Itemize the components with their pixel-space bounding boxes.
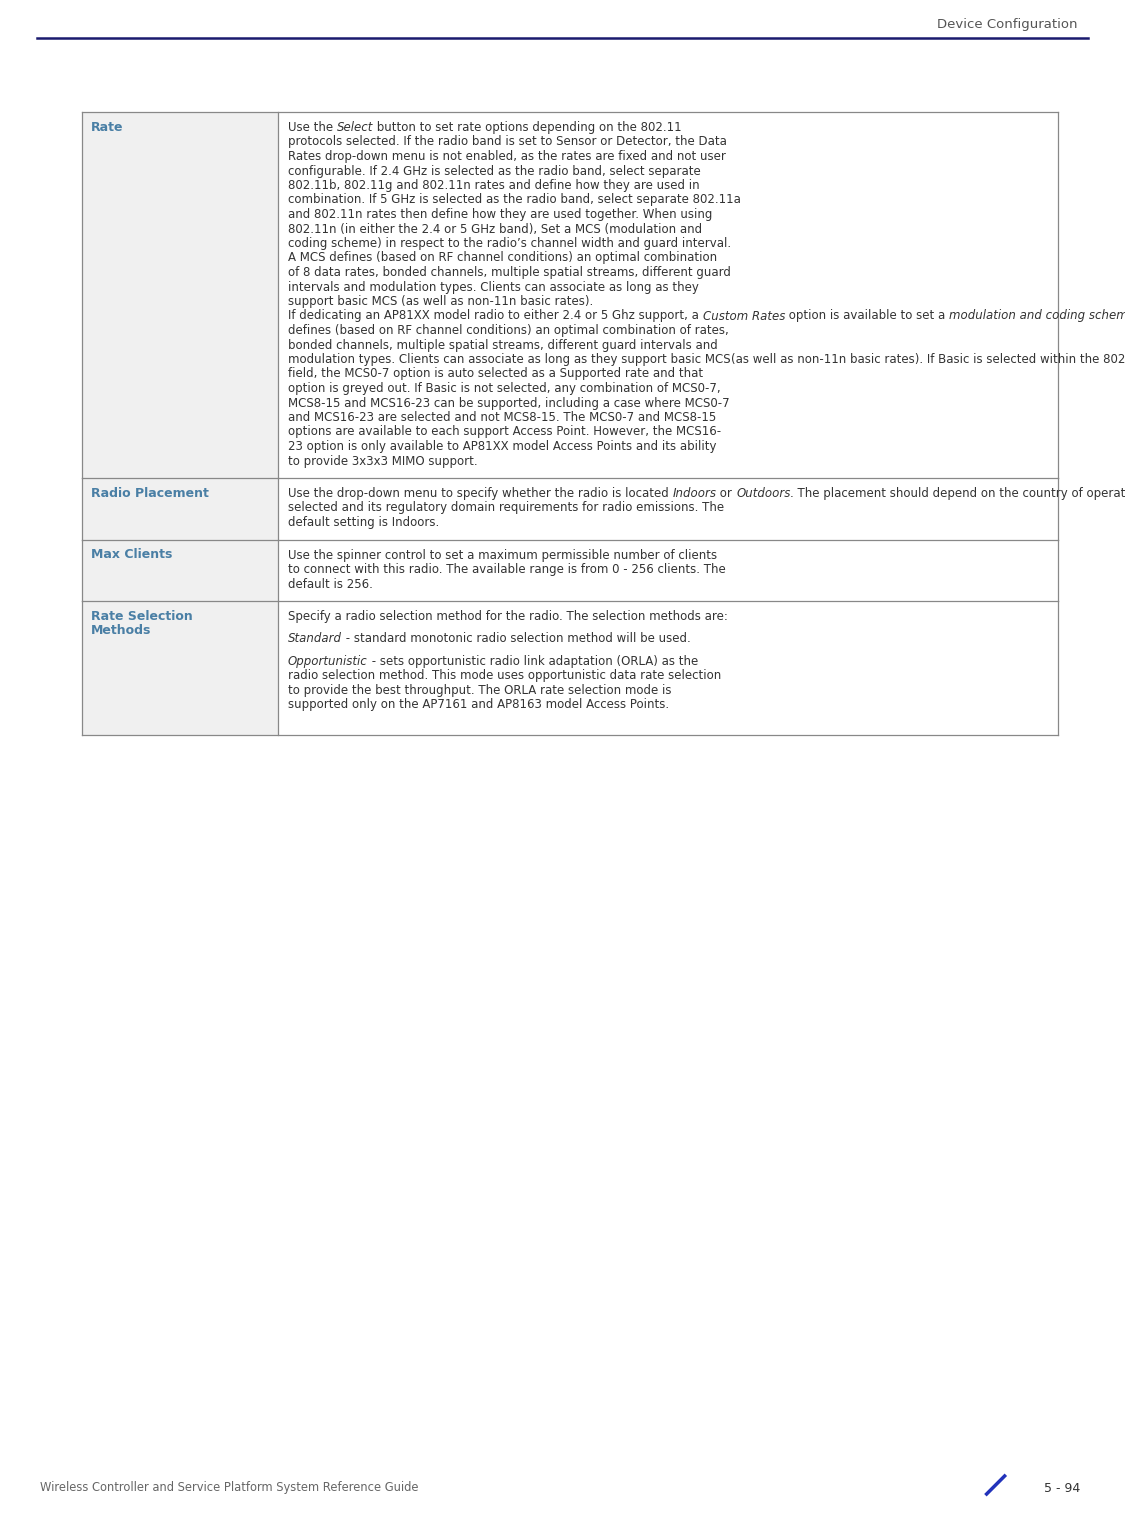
Text: or: or bbox=[717, 487, 736, 499]
Text: Custom Rates: Custom Rates bbox=[703, 310, 785, 322]
Text: intervals and modulation types. Clients can associate as long as they: intervals and modulation types. Clients … bbox=[288, 281, 699, 293]
Text: 23 option is only available to AP81XX model Access Points and its ability: 23 option is only available to AP81XX mo… bbox=[288, 440, 717, 452]
Text: button to set rate options depending on the 802.11: button to set rate options depending on … bbox=[374, 121, 682, 134]
Text: coding scheme) in respect to the radio’s channel width and guard interval.: coding scheme) in respect to the radio’s… bbox=[288, 237, 731, 250]
Text: Opportunistic: Opportunistic bbox=[288, 654, 368, 668]
Text: Indoors: Indoors bbox=[673, 487, 717, 499]
Text: Specify a radio selection method for the radio. The selection methods are:: Specify a radio selection method for the… bbox=[288, 610, 728, 622]
Bar bbox=[278, 601, 1058, 735]
Bar bbox=[278, 539, 1058, 601]
Text: Device Configuration: Device Configuration bbox=[937, 18, 1078, 30]
Text: supported only on the AP7161 and AP8163 model Access Points.: supported only on the AP7161 and AP8163 … bbox=[288, 698, 669, 712]
Text: MCS8-15 and MCS16-23 can be supported, including a case where MCS0-7: MCS8-15 and MCS16-23 can be supported, i… bbox=[288, 396, 730, 410]
Text: 5 - 94: 5 - 94 bbox=[1044, 1482, 1080, 1495]
Text: and 802.11n rates then define how they are used together. When using: and 802.11n rates then define how they a… bbox=[288, 208, 712, 222]
Text: Max Clients: Max Clients bbox=[91, 548, 172, 562]
Text: 802.11b, 802.11g and 802.11n rates and define how they are used in: 802.11b, 802.11g and 802.11n rates and d… bbox=[288, 179, 700, 191]
Bar bbox=[82, 601, 278, 735]
Text: field, the MCS0-7 option is auto selected as a Supported rate and that: field, the MCS0-7 option is auto selecte… bbox=[288, 367, 703, 381]
Text: Use the: Use the bbox=[288, 121, 336, 134]
Text: modulation and coding scheme: modulation and coding scheme bbox=[950, 310, 1125, 322]
Text: radio selection method. This mode uses opportunistic data rate selection: radio selection method. This mode uses o… bbox=[288, 669, 721, 683]
Text: to provide the best throughput. The ORLA rate selection mode is: to provide the best throughput. The ORLA… bbox=[288, 685, 672, 697]
Text: Rate: Rate bbox=[91, 121, 124, 134]
Text: Use the drop-down menu to specify whether the radio is located: Use the drop-down menu to specify whethe… bbox=[288, 487, 673, 499]
Text: protocols selected. If the radio band is set to Sensor or Detector, the Data: protocols selected. If the radio band is… bbox=[288, 135, 727, 149]
Text: to provide 3x3x3 MIMO support.: to provide 3x3x3 MIMO support. bbox=[288, 454, 478, 468]
Bar bbox=[82, 478, 278, 539]
Text: Rate Selection: Rate Selection bbox=[91, 610, 192, 622]
Text: default setting is Indoors.: default setting is Indoors. bbox=[288, 516, 439, 528]
Text: Wireless Controller and Service Platform System Reference Guide: Wireless Controller and Service Platform… bbox=[40, 1482, 418, 1495]
Text: options are available to each support Access Point. However, the MCS16-: options are available to each support Ac… bbox=[288, 425, 721, 439]
Text: option is available to set a: option is available to set a bbox=[785, 310, 950, 322]
Text: combination. If 5 GHz is selected as the radio band, select separate 802.11a: combination. If 5 GHz is selected as the… bbox=[288, 193, 741, 206]
Text: . The placement should depend on the country of operation: . The placement should depend on the cou… bbox=[791, 487, 1125, 499]
Text: to connect with this radio. The available range is from 0 - 256 clients. The: to connect with this radio. The availabl… bbox=[288, 563, 726, 575]
Text: configurable. If 2.4 GHz is selected as the radio band, select separate: configurable. If 2.4 GHz is selected as … bbox=[288, 164, 701, 178]
Text: defines (based on RF channel conditions) an optimal combination of rates,: defines (based on RF channel conditions)… bbox=[288, 323, 729, 337]
Text: modulation types. Clients can associate as long as they support basic MCS: modulation types. Clients can associate … bbox=[288, 354, 730, 366]
Text: of 8 data rates, bonded channels, multiple spatial streams, different guard: of 8 data rates, bonded channels, multip… bbox=[288, 266, 731, 279]
Text: Use the spinner control to set a maximum permissible number of clients: Use the spinner control to set a maximum… bbox=[288, 548, 717, 562]
Bar bbox=[82, 539, 278, 601]
Text: Radio Placement: Radio Placement bbox=[91, 487, 209, 499]
Text: Standard: Standard bbox=[288, 633, 342, 645]
Text: - standard monotonic radio selection method will be used.: - standard monotonic radio selection met… bbox=[342, 633, 691, 645]
Bar bbox=[82, 112, 278, 478]
Text: Rates drop-down menu is not enabled, as the rates are fixed and not user: Rates drop-down menu is not enabled, as … bbox=[288, 150, 726, 162]
Text: Select: Select bbox=[336, 121, 374, 134]
Text: (as well as non-11n basic rates). If Basic is selected within the 802.11n Rates: (as well as non-11n basic rates). If Bas… bbox=[730, 354, 1125, 366]
Bar bbox=[278, 112, 1058, 478]
Text: support basic MCS (as well as non-11n basic rates).: support basic MCS (as well as non-11n ba… bbox=[288, 294, 593, 308]
Text: If dedicating an AP81XX model radio to either 2.4 or 5 Ghz support, a: If dedicating an AP81XX model radio to e… bbox=[288, 310, 703, 322]
Text: Outdoors: Outdoors bbox=[736, 487, 791, 499]
Bar bbox=[278, 478, 1058, 539]
Text: default is 256.: default is 256. bbox=[288, 577, 372, 591]
Text: and MCS16-23 are selected and not MCS8-15. The MCS0-7 and MCS8-15: and MCS16-23 are selected and not MCS8-1… bbox=[288, 411, 717, 424]
Text: bonded channels, multiple spatial streams, different guard intervals and: bonded channels, multiple spatial stream… bbox=[288, 339, 718, 352]
Text: option is greyed out. If Basic is not selected, any combination of MCS0-7,: option is greyed out. If Basic is not se… bbox=[288, 383, 721, 395]
Text: 802.11n (in either the 2.4 or 5 GHz band), Set a MCS (modulation and: 802.11n (in either the 2.4 or 5 GHz band… bbox=[288, 223, 702, 235]
Text: - sets opportunistic radio link adaptation (ORLA) as the: - sets opportunistic radio link adaptati… bbox=[368, 654, 698, 668]
Text: Methods: Methods bbox=[91, 624, 152, 638]
Text: A MCS defines (based on RF channel conditions) an optimal combination: A MCS defines (based on RF channel condi… bbox=[288, 252, 717, 264]
Text: selected and its regulatory domain requirements for radio emissions. The: selected and its regulatory domain requi… bbox=[288, 501, 724, 515]
